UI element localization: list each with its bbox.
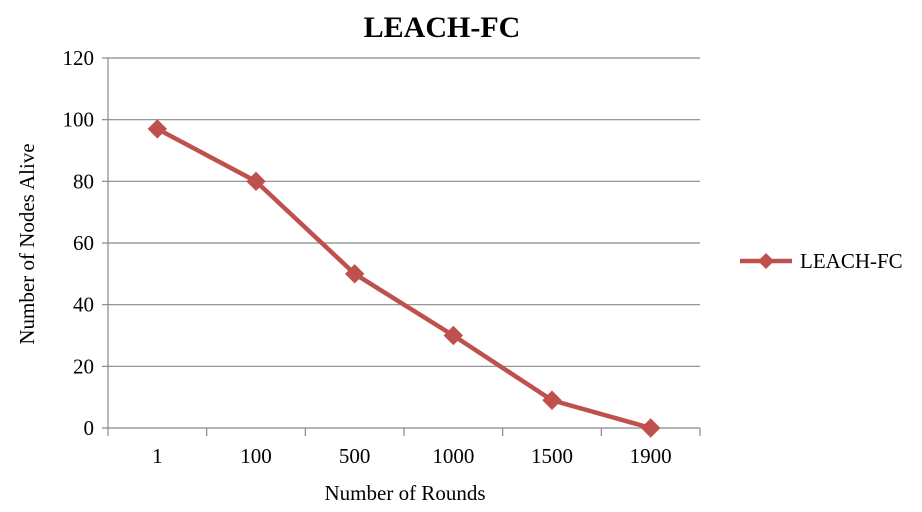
y-axis-ticks: 0 20 40 60 80 100 120 [63, 46, 108, 440]
y-tick-label: 80 [73, 169, 94, 193]
data-point-marker [246, 171, 266, 192]
y-axis-title: Number of Nodes Alive [15, 143, 39, 344]
x-tick-label: 1900 [630, 444, 672, 468]
y-tick-label: 40 [73, 293, 94, 317]
data-point-marker [542, 390, 562, 410]
series-line [155, 126, 653, 431]
data-point-marker [344, 264, 365, 284]
x-tick-label: 1 [152, 444, 163, 468]
legend-marker-diamond [758, 253, 774, 269]
y-tick-label: 0 [84, 416, 95, 440]
x-tick-label: 100 [240, 444, 272, 468]
x-axis-ticks: 1 100 500 1000 1500 1900 [107, 428, 701, 468]
x-tick-label: 1000 [432, 444, 474, 468]
gridlines [108, 57, 700, 367]
x-tick-label: 1500 [531, 444, 573, 468]
x-tick-label: 500 [339, 444, 371, 468]
legend: LEACH-FC [740, 249, 903, 273]
y-tick-label: 120 [63, 46, 95, 70]
series-group [147, 119, 661, 438]
data-point-marker [640, 418, 661, 438]
y-tick-label: 60 [73, 231, 94, 255]
data-point-marker [147, 119, 168, 139]
y-tick-label: 20 [73, 354, 94, 378]
chart-title: LEACH-FC [364, 11, 521, 44]
legend-label: LEACH-FC [800, 249, 903, 273]
x-axis-title: Number of Rounds [325, 481, 486, 505]
y-tick-label: 100 [63, 108, 95, 132]
data-point-marker [443, 325, 464, 346]
